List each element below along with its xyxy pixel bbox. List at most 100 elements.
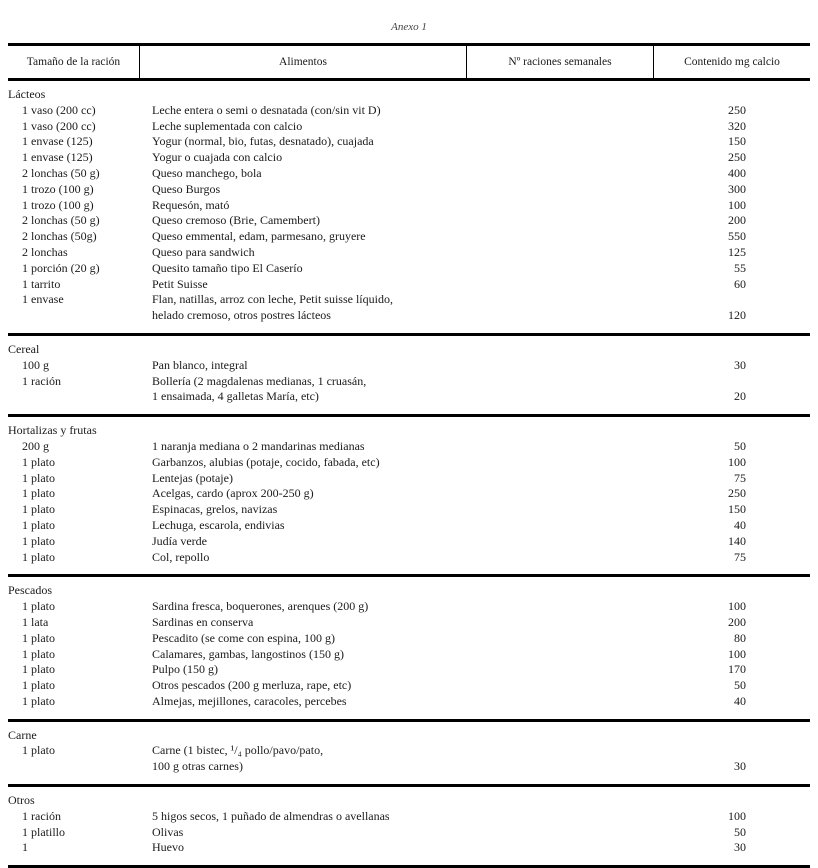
food-description: Bollería (2 magdalenas medianas, 1 cruas… (152, 373, 367, 388)
table-row: 2 lonchas Queso para sandwich 125 (8, 245, 810, 261)
calcium-mg: 320 (728, 118, 746, 133)
calcium-mg: 100 (728, 454, 746, 469)
calcium-mg: 55 (734, 260, 746, 275)
table-row: 1 porción (20 g) Quesito tamaño tipo El C… (8, 261, 810, 277)
section-rule (8, 718, 810, 722)
food-description: Queso Burgos (152, 181, 221, 196)
food-description: Otros pescados (200 g merluza, rape, etc… (152, 678, 352, 693)
food-description: Queso manchego, bola (152, 165, 262, 180)
calcium-mg: 125 (728, 244, 746, 259)
calcium-mg: 200 (728, 614, 746, 629)
calcium-mg: 100 (728, 808, 746, 823)
food-description: Queso emmental, edam, parmesano, gruyere (152, 229, 366, 244)
serving-size: 200 g (22, 438, 49, 453)
section-rule (8, 332, 810, 336)
food-description: Pulpo (150 g) (152, 662, 218, 677)
calcium-mg: 50 (734, 438, 746, 453)
food-description: Petit Suisse (152, 276, 208, 291)
serving-size: 1 plato (22, 630, 55, 645)
calcium-mg: 30 (734, 840, 746, 855)
table-row: 1 ensaimada, 4 galletas María, etc) 20 (8, 389, 810, 405)
table-row: 1 plato Pescadito (se come con espina, 10… (8, 631, 810, 647)
calcium-mg: 20 (734, 389, 746, 404)
calcium-mg: 140 (728, 533, 746, 548)
table-row: 2 lonchas (50 g) Queso cremoso (Brie, Cam… (8, 213, 810, 229)
calcium-mg: 40 (734, 693, 746, 708)
serving-size: 1 plato (22, 693, 55, 708)
calcium-mg: 300 (728, 181, 746, 196)
table-section: Pescados 1 plato Sardina fresca, boquerone… (8, 577, 810, 718)
table-row: 1 plato Carne (1 bistec, ¹/₄ pollo/pavo/p… (8, 743, 810, 759)
table-top-rule (8, 43, 810, 46)
food-description: Quesito tamaño tipo El Caserío (152, 260, 303, 275)
calcium-mg (582, 292, 746, 308)
table-row: 1 plato Lechuga, escarola, endivias 40 (8, 518, 810, 534)
food-description: Carne (1 bistec, ¹/₄ pollo/pavo/pato, (152, 743, 324, 758)
serving-size: 1 plato (22, 533, 55, 548)
food-description: Judía verde (152, 533, 207, 548)
table-row: 1 plato Calamares, gambas, langostinos (1… (8, 647, 810, 663)
food-description: Espinacas, grelos, navizas (152, 502, 278, 517)
serving-size: 1 envase (22, 292, 64, 307)
serving-size: 2 lonchas (50g) (22, 229, 97, 244)
serving-size: 1 plato (22, 646, 55, 661)
table-row: 1 plato Garbanzos, alubias (potaje, cocid… (8, 455, 810, 471)
serving-size: 2 lonchas (22, 244, 68, 259)
table-row: 1 platillo Olivas 50 (8, 825, 810, 841)
serving-size: 1 envase (125) (22, 134, 93, 149)
serving-size: 1 plato (22, 454, 55, 469)
food-description: Requesón, mató (152, 197, 230, 212)
calcium-mg: 30 (734, 759, 746, 774)
table-row: 1 plato Pulpo (150 g) 170 (8, 662, 810, 678)
table-row: 100 g otras carnes) 30 (8, 759, 810, 775)
calcium-mg (582, 374, 746, 390)
table-row: 2 lonchas (50g) Queso emmental, edam, par… (8, 229, 810, 245)
serving-size: 1 trozo (100 g) (22, 197, 94, 212)
serving-size: 1 plato (22, 502, 55, 517)
calcium-mg: 100 (728, 599, 746, 614)
section-label: Carne (8, 727, 37, 742)
table-row: 1 trozo (100 g) Queso Burgos 300 (8, 182, 810, 198)
section-label: Hortalizas y frutas (8, 423, 97, 438)
calcium-mg: 250 (728, 150, 746, 165)
food-description: 1 ensaimada, 4 galletas María, etc) (152, 389, 319, 404)
serving-size: 1 plato (22, 662, 55, 677)
food-description: Yogur (normal, bio, futas, desnatado), c… (152, 134, 374, 149)
table-row: 2 lonchas (50 g) Queso manchego, bola 400 (8, 166, 810, 182)
table-row: 100 g Pan blanco, integral 30 (8, 358, 810, 374)
table-row: 1 vaso (200 cc) Leche suplementada con ca… (8, 119, 810, 135)
food-description: Sardinas en conserva (152, 614, 254, 629)
calcium-mg: 80 (734, 630, 746, 645)
calcium-mg: 75 (734, 549, 746, 564)
table-row: 1 trozo (100 g) Requesón, mató 100 (8, 198, 810, 214)
table-row: 1 envase (125) Yogur (normal, bio, futas,… (8, 134, 810, 150)
food-description: Lentejas (potaje) (152, 470, 233, 485)
calcium-mg: 30 (734, 357, 746, 372)
food-description: Acelgas, cardo (aprox 200-250 g) (152, 486, 314, 501)
table-row: 1 plato Almejas, mejillones, caracoles, p… (8, 694, 810, 710)
table-row: 1 plato Acelgas, cardo (aprox 200-250 g) 2… (8, 486, 810, 502)
section-rule (8, 784, 810, 788)
serving-size: 2 lonchas (50 g) (22, 165, 100, 180)
calcium-mg: 50 (734, 678, 746, 693)
calcium-mg: 75 (734, 470, 746, 485)
table-body: Lácteos 1 vaso (200 cc) Leche entera o sem… (8, 81, 810, 868)
serving-size: 1 platillo (22, 824, 65, 839)
food-description: Leche entera o semi o desnatada (con/sin… (152, 102, 381, 117)
calcium-mg: 150 (728, 502, 746, 517)
table-section: Carne 1 plato Carne (1 bistec, ¹/₄ pollo/p… (8, 722, 810, 784)
serving-size: 1 vaso (200 cc) (22, 102, 96, 117)
table-row: 1 plato Espinacas, grelos, navizas 150 (8, 502, 810, 518)
calcium-mg: 50 (734, 824, 746, 839)
serving-size: 1 plato (22, 678, 55, 693)
food-description: Olivas (152, 824, 184, 839)
serving-size: 1 ración (22, 808, 61, 823)
food-description: 5 higos secos, 1 puñado de almendras o a… (152, 808, 390, 823)
calcium-mg (582, 743, 746, 759)
food-description: Queso cremoso (Brie, Camembert) (152, 213, 320, 228)
section-label: Cereal (8, 341, 40, 356)
food-description: Pan blanco, integral (152, 357, 248, 372)
serving-size (8, 308, 152, 324)
calcium-mg: 120 (728, 308, 746, 323)
food-description: 100 g otras carnes) (152, 759, 243, 774)
